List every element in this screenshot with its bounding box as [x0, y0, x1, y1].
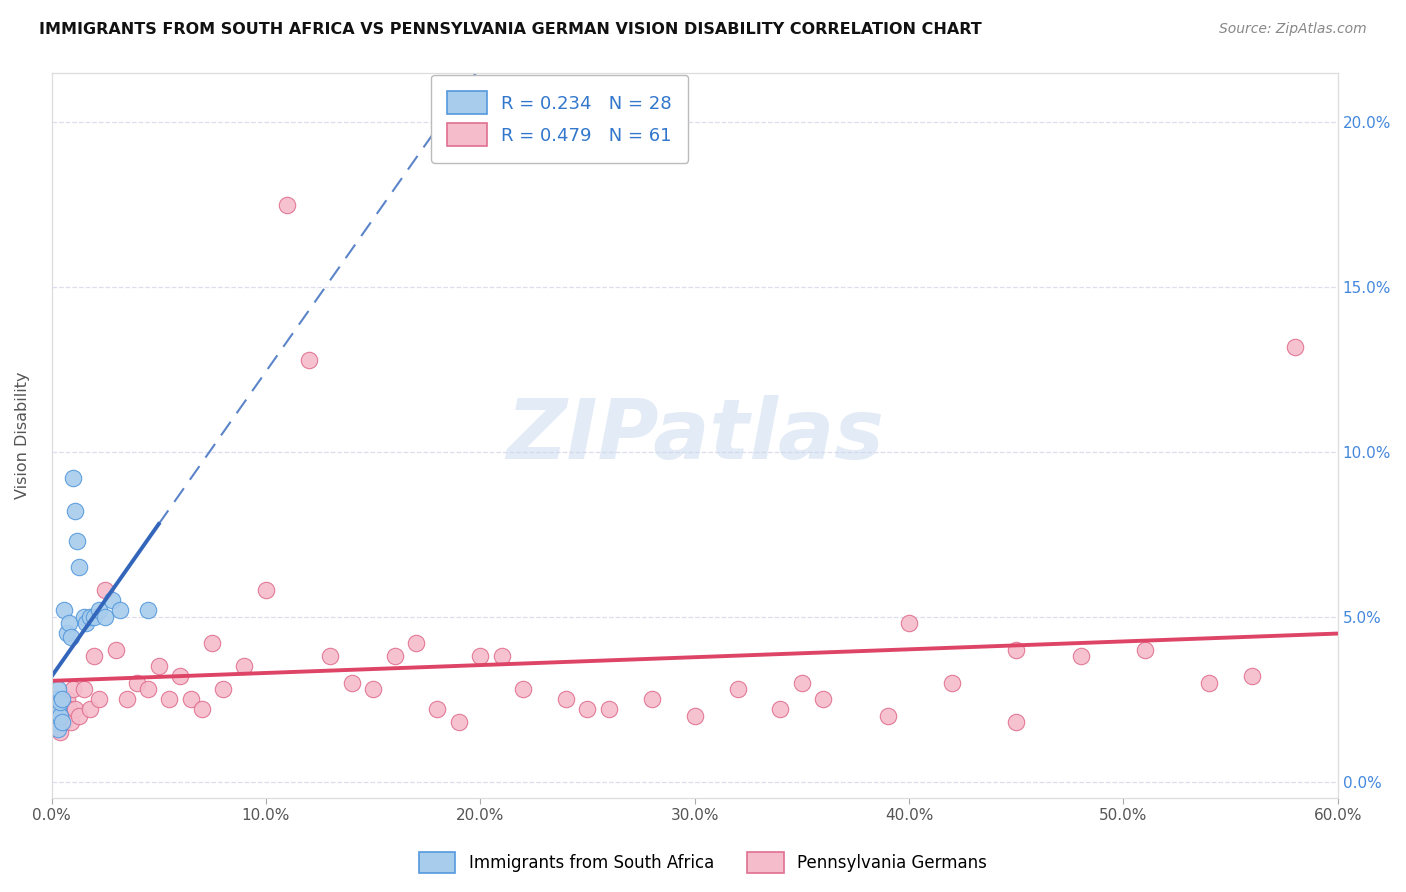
- Point: [42, 715, 65, 730]
- Point: [233, 659, 256, 673]
- Point: [94, 583, 117, 598]
- Point: [46, 682, 69, 697]
- Point: [75, 616, 97, 631]
- Point: [1005, 642, 1028, 657]
- Point: [127, 675, 149, 690]
- Point: [769, 702, 792, 716]
- Point: [62, 471, 84, 485]
- Point: [276, 198, 298, 212]
- Point: [790, 675, 813, 690]
- Point: [87, 603, 110, 617]
- Point: [426, 702, 449, 716]
- Point: [51, 692, 73, 706]
- Point: [46, 702, 69, 716]
- Point: [53, 603, 76, 617]
- Point: [42, 702, 65, 716]
- Point: [59, 715, 82, 730]
- Point: [58, 702, 80, 716]
- Point: [108, 603, 131, 617]
- Point: [67, 560, 90, 574]
- Point: [45, 715, 67, 730]
- Point: [555, 692, 578, 706]
- Point: [115, 692, 138, 706]
- Point: [83, 649, 105, 664]
- Point: [49, 725, 72, 739]
- Point: [641, 692, 664, 706]
- Point: [49, 708, 72, 723]
- Point: [66, 533, 89, 548]
- Point: [1133, 642, 1156, 657]
- Point: [58, 616, 80, 631]
- Point: [727, 682, 749, 697]
- Point: [136, 682, 159, 697]
- Point: [73, 609, 96, 624]
- Point: [1284, 339, 1306, 353]
- Point: [53, 715, 76, 730]
- Point: [190, 702, 212, 716]
- Point: [169, 669, 191, 683]
- Legend: Immigrants from South Africa, Pennsylvania Germans: Immigrants from South Africa, Pennsylvan…: [412, 846, 994, 880]
- Point: [55, 626, 77, 640]
- Point: [148, 659, 170, 673]
- Point: [63, 504, 86, 518]
- Point: [512, 682, 534, 697]
- Point: [254, 583, 277, 598]
- Point: [87, 692, 110, 706]
- Point: [104, 642, 127, 657]
- Point: [79, 609, 101, 624]
- Point: [49, 696, 72, 710]
- Point: [42, 708, 65, 723]
- Point: [1240, 669, 1263, 683]
- Point: [67, 708, 90, 723]
- Point: [491, 649, 513, 664]
- Point: [683, 708, 706, 723]
- Legend: R = 0.234   N = 28, R = 0.479   N = 61: R = 0.234 N = 28, R = 0.479 N = 61: [432, 75, 688, 162]
- Point: [159, 692, 181, 706]
- Point: [94, 609, 117, 624]
- Point: [59, 630, 82, 644]
- Point: [447, 715, 470, 730]
- Point: [201, 636, 224, 650]
- Point: [941, 675, 963, 690]
- Point: [319, 649, 342, 664]
- Point: [876, 708, 898, 723]
- Point: [470, 649, 492, 664]
- Point: [1070, 649, 1092, 664]
- Point: [1005, 715, 1028, 730]
- Point: [898, 616, 921, 631]
- Point: [598, 702, 620, 716]
- Point: [298, 352, 321, 367]
- Point: [405, 636, 427, 650]
- Point: [45, 708, 67, 723]
- Point: [83, 609, 105, 624]
- Point: [51, 708, 73, 723]
- Point: [212, 682, 235, 697]
- Text: ZIPatlas: ZIPatlas: [506, 395, 883, 476]
- Point: [45, 692, 67, 706]
- Point: [180, 692, 202, 706]
- Point: [100, 593, 122, 607]
- Point: [51, 715, 73, 730]
- Text: Source: ZipAtlas.com: Source: ZipAtlas.com: [1219, 22, 1367, 37]
- Point: [136, 603, 159, 617]
- Point: [63, 702, 86, 716]
- Point: [1198, 675, 1220, 690]
- Text: IMMIGRANTS FROM SOUTH AFRICA VS PENNSYLVANIA GERMAN VISION DISABILITY CORRELATIO: IMMIGRANTS FROM SOUTH AFRICA VS PENNSYLV…: [39, 22, 983, 37]
- Point: [361, 682, 384, 697]
- Point: [813, 692, 835, 706]
- Point: [55, 692, 77, 706]
- Point: [46, 722, 69, 736]
- Point: [384, 649, 406, 664]
- Point: [62, 682, 84, 697]
- Y-axis label: Vision Disability: Vision Disability: [15, 372, 30, 500]
- Point: [73, 682, 96, 697]
- Point: [46, 702, 69, 716]
- Point: [79, 702, 101, 716]
- Point: [576, 702, 599, 716]
- Point: [340, 675, 363, 690]
